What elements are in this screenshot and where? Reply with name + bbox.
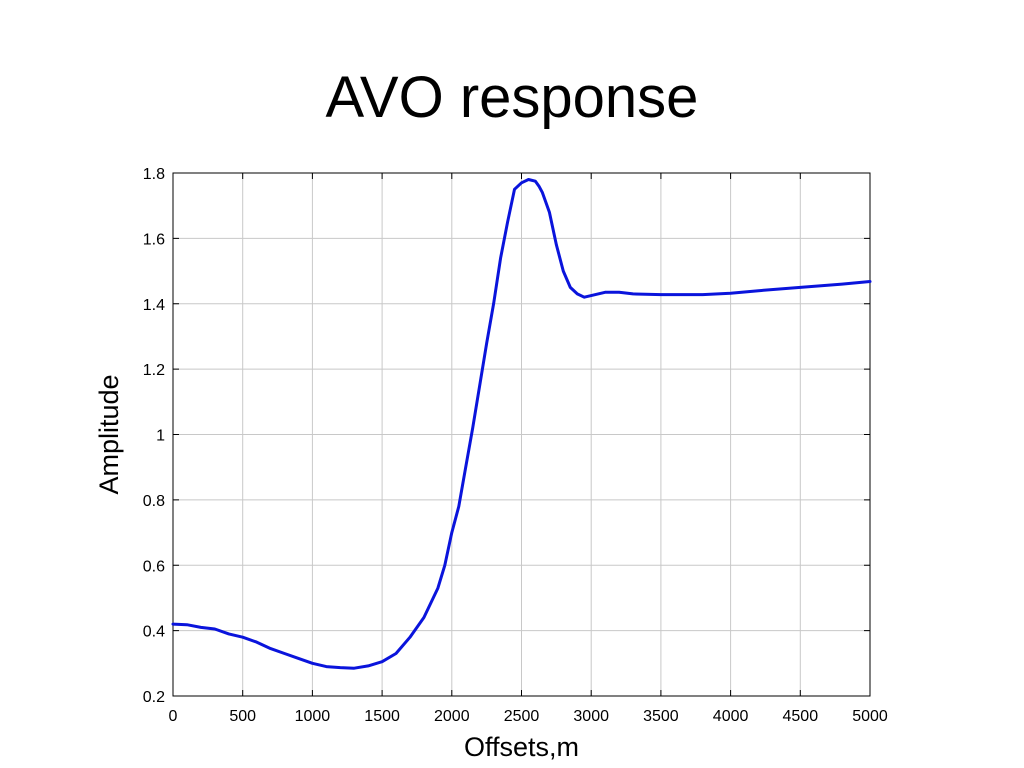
y-tick-label: 0.2 [143,689,165,706]
x-tick-label: 3000 [573,708,609,725]
y-tick-label: 1.2 [143,362,165,379]
series-group [171,178,872,670]
y-tick-label: 1.4 [143,297,165,314]
x-tick-label: 500 [229,708,256,725]
axis-ticks [172,172,871,697]
page-title: AVO response [325,65,699,130]
x-tick-label: 1500 [364,708,400,725]
x-tick-label: 2500 [504,708,540,725]
y-tick-label: 1 [156,428,165,445]
x-axis-tick-labels: 0 500 1000 1500 2000 2500 3000 3500 4000 4500 5000 [169,708,888,725]
x-tick-label: 4500 [783,708,819,725]
y-tick-label: 1.8 [143,166,165,183]
x-tick-label: 0 [169,708,178,725]
x-tick-label: 2000 [434,708,470,725]
grid-lines [172,172,871,697]
y-tick-label: 1.6 [143,231,165,248]
y-axis-title: Amplitude [94,374,124,494]
y-tick-label: 0.8 [143,493,165,510]
y-tick-label: 0.6 [143,558,165,575]
y-axis-tick-labels: 0.2 0.4 0.6 0.8 1 1.2 1.4 1.6 1.8 [143,166,165,706]
x-tick-label: 5000 [852,708,888,725]
x-axis-title: Offsets,m [464,732,579,762]
x-tick-label: 1000 [295,708,331,725]
x-tick-label: 3500 [643,708,679,725]
x-tick-label: 4000 [713,708,749,725]
series-line [171,178,872,670]
y-tick-label: 0.4 [143,624,165,641]
